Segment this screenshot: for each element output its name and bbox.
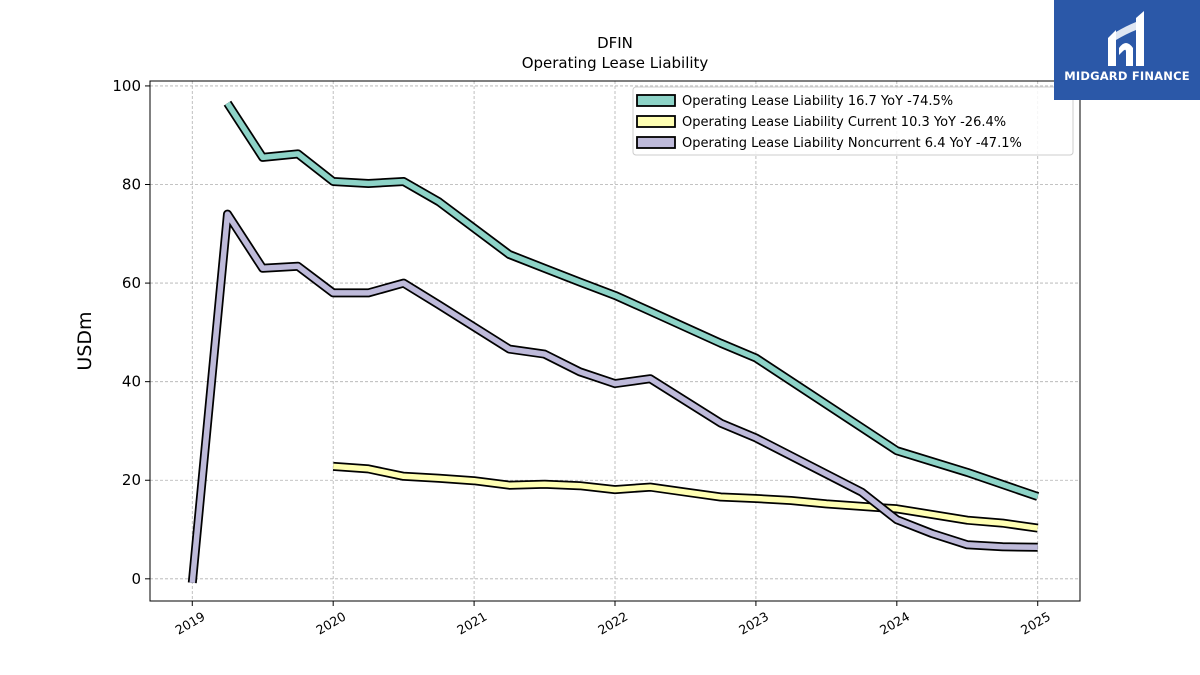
series-line-outline: [223, 100, 1040, 501]
grid: [150, 81, 1080, 601]
chart-title: DFIN: [597, 34, 633, 52]
x-tick-label: 2022: [595, 609, 630, 638]
series-line-fill: [225, 101, 1039, 500]
axes: 2019 2020 2021 2022 2023 2024 2025 0 20 40 60 80 100: [112, 77, 1053, 638]
legend-label: Operating Lease Liability 16.7 YoY -74.5…: [682, 94, 953, 109]
y-tick-label: 60: [122, 274, 141, 292]
chart-subtitle: Operating Lease Liability: [522, 54, 709, 72]
series-line-fill: [189, 211, 1038, 584]
x-tick-label: 2025: [1018, 609, 1053, 638]
y-axis-label: USDm: [74, 311, 96, 370]
x-tick-label: 2019: [172, 609, 207, 638]
series-line: [187, 209, 1038, 584]
legend-swatch: [636, 136, 676, 149]
x-tick-label: 2020: [313, 609, 348, 638]
legend-label: Operating Lease Liability Noncurrent 6.4…: [682, 136, 1022, 151]
legend-label: Operating Lease Liability Current 10.3 Y…: [682, 115, 1006, 130]
series-line: [332, 461, 1039, 533]
y-tick-label: 80: [122, 176, 141, 194]
legend-swatch: [636, 115, 676, 128]
legend-swatch: [636, 94, 676, 107]
y-tick-label: 40: [122, 373, 141, 391]
legend-frame: [632, 86, 1074, 156]
x-tick-label: 2023: [736, 609, 771, 638]
series-layer: [187, 100, 1040, 584]
brand-logo: MIDGARD FINANCE: [1054, 0, 1200, 100]
x-tick-label: 2021: [454, 609, 489, 638]
y-tick-label: 0: [131, 570, 141, 588]
y-tick-label: 20: [122, 471, 141, 489]
logo-text: MIDGARD FINANCE: [1064, 69, 1190, 83]
x-tick-label: 2024: [877, 609, 912, 638]
logo-mark-icon: [1108, 11, 1144, 66]
series-line-fill: [333, 463, 1039, 531]
y-tick-label: 100: [112, 77, 141, 95]
series-line: [223, 100, 1040, 501]
legend: Operating Lease Liability 16.7 YoY -74.5…: [632, 86, 1074, 156]
